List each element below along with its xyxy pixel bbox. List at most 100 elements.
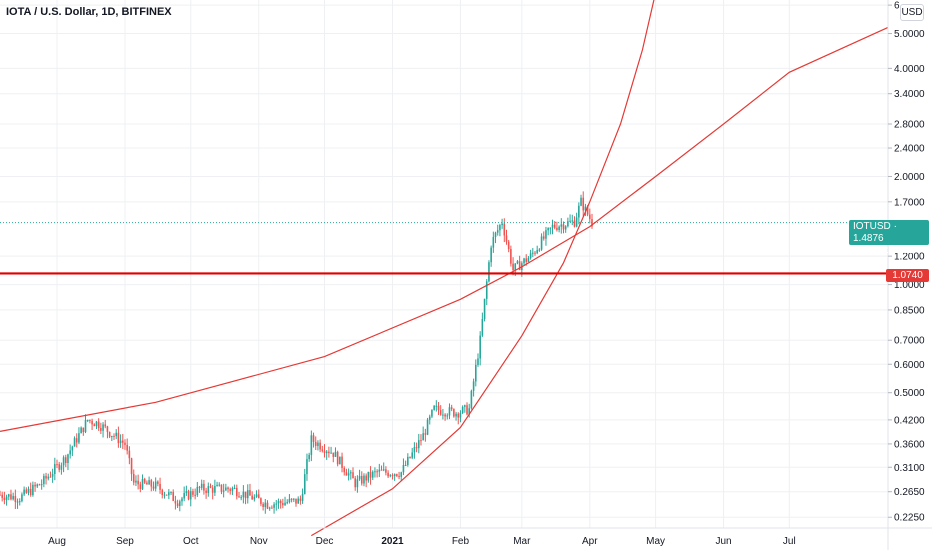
bar-countdown: 12:01:51 <box>875 245 914 256</box>
candle-body <box>450 407 453 410</box>
candle-body <box>89 419 91 421</box>
candle-body <box>589 214 591 220</box>
candle-body <box>306 459 308 475</box>
price-tick-label: 0.5000 <box>894 388 925 399</box>
candle-body <box>536 249 538 254</box>
candle-body <box>75 438 78 443</box>
price-tick-label: 2.0000 <box>894 172 925 183</box>
candle-body <box>209 486 212 488</box>
candle-body <box>345 472 348 476</box>
candle-body <box>214 486 216 493</box>
candle-body <box>32 484 34 496</box>
candle-body <box>10 494 12 500</box>
candle-body <box>571 220 574 222</box>
candle-body <box>45 475 47 479</box>
candle-body <box>174 500 177 504</box>
candle-body <box>97 421 100 428</box>
candle-body <box>332 452 335 457</box>
horizontal-line-label: 1.0740 <box>886 269 929 282</box>
candle-body <box>374 471 376 473</box>
candle-body <box>580 197 582 206</box>
candle-body <box>417 440 420 449</box>
price-tick-label: 1.7000 <box>894 197 925 208</box>
candle-body <box>317 442 319 446</box>
candle-body <box>396 474 398 476</box>
candle-body <box>104 424 107 427</box>
candle-body <box>231 488 234 491</box>
candle-body <box>431 409 433 417</box>
candle-body <box>78 433 80 443</box>
candle-body <box>558 226 560 230</box>
price-tick-label: 1.2000 <box>894 252 925 263</box>
price-tick-label: 4.0000 <box>894 64 925 75</box>
trend-curves <box>0 0 889 537</box>
candle-body <box>222 490 225 492</box>
candle-body <box>562 224 565 230</box>
candle-body <box>297 498 299 504</box>
candle-body <box>196 486 199 495</box>
candle-body <box>503 223 506 236</box>
candle-body <box>233 488 236 490</box>
symbol-label: IOTUSD <box>853 221 891 232</box>
candle-body <box>5 496 8 501</box>
time-tick-label: May <box>646 536 665 547</box>
candle-body <box>135 480 137 483</box>
candle-body <box>130 458 133 474</box>
candle-body <box>225 487 227 491</box>
current-price-value: 1.4876 <box>853 233 884 244</box>
candle-body <box>547 228 549 231</box>
candle-body <box>154 481 157 489</box>
candle-body <box>540 236 543 250</box>
candle-body <box>43 475 45 485</box>
candle-body <box>102 424 104 431</box>
price-tick-label: 0.3100 <box>894 463 925 474</box>
candle-body <box>279 501 282 504</box>
price-tick-label: 2.8000 <box>894 119 925 130</box>
candle-body <box>398 475 400 477</box>
candle-body <box>286 502 289 504</box>
trend-curve[interactable] <box>311 0 655 537</box>
candle-body <box>100 427 102 431</box>
candle-body <box>124 442 126 445</box>
candle-body <box>308 454 310 460</box>
price-tick-label: 0.7000 <box>894 336 925 347</box>
candle-body <box>492 236 495 248</box>
candle-body <box>150 480 153 487</box>
candle-body <box>378 469 381 472</box>
price-tick-label: 0.2250 <box>894 513 925 524</box>
candle-body <box>420 440 422 442</box>
candle-body <box>181 498 183 502</box>
candle-body <box>293 498 295 500</box>
candle-body <box>350 472 352 474</box>
candle-body <box>553 224 556 228</box>
candle-body <box>341 456 343 468</box>
candle-body <box>159 483 161 490</box>
candle-body <box>303 474 306 494</box>
candle-body <box>575 217 578 227</box>
candle-body <box>198 486 201 488</box>
candle-body <box>464 405 466 407</box>
candle-body <box>371 471 374 478</box>
candle-body <box>38 484 41 486</box>
candle-body <box>91 420 93 425</box>
candle-body <box>347 473 350 476</box>
price-tick-label: 6. <box>894 1 902 12</box>
candle-body <box>152 486 155 489</box>
time-axis: Aug Sep Oct Nov Dec 2021 Feb Mar Apr May Jun Jul <box>48 536 796 547</box>
candle-body <box>358 475 361 480</box>
candle-body <box>356 479 359 488</box>
candle-body <box>165 494 168 496</box>
candle-body <box>255 494 258 497</box>
candle-body <box>95 421 98 427</box>
candle-body <box>62 457 65 466</box>
currency-button[interactable]: USD <box>900 4 924 21</box>
candle-body <box>172 492 175 501</box>
candle-body <box>185 491 188 494</box>
candle-body <box>229 489 232 491</box>
candle-body <box>534 252 536 254</box>
candle-body <box>365 475 367 481</box>
price-axis: 6. 5.0000 4.0000 3.4000 2.8000 2.4000 2.0000 1.… <box>888 1 925 524</box>
trend-curve[interactable] <box>0 26 889 432</box>
candle-body <box>132 473 135 483</box>
